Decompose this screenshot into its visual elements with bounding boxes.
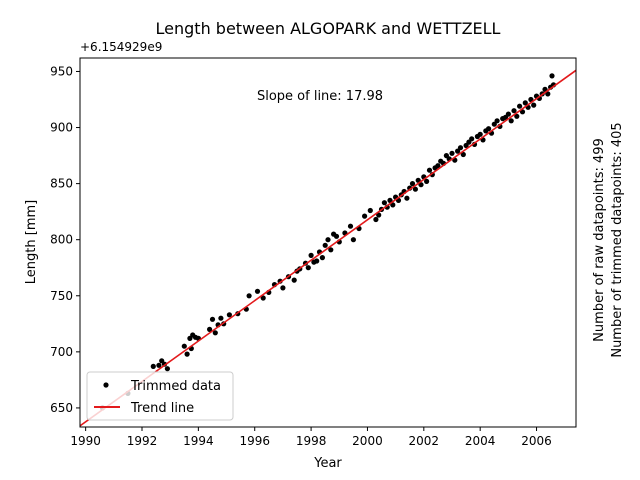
- chart-title: Length between ALGOPARK and WETTZELL: [156, 19, 501, 38]
- data-point: [156, 362, 162, 368]
- data-point: [426, 167, 433, 173]
- data-point: [477, 131, 483, 137]
- data-point: [505, 111, 511, 117]
- data-point: [333, 233, 340, 239]
- data-point: [424, 178, 430, 184]
- y-axis: 650 700 750 800 850 900 950: [50, 64, 80, 415]
- data-point: [387, 197, 393, 203]
- data-point: [455, 148, 461, 154]
- data-point: [305, 265, 311, 271]
- plot-frame: [79, 57, 577, 428]
- x-tick-label: 1998: [296, 434, 327, 448]
- data-point: [164, 366, 170, 372]
- data-point: [390, 202, 396, 208]
- data-point: [457, 145, 464, 151]
- y-tick-label: 650: [50, 401, 73, 415]
- x-tick-label: 2006: [521, 434, 552, 448]
- data-point: [418, 182, 424, 188]
- data-point: [404, 195, 410, 201]
- data-point: [350, 237, 356, 243]
- data-point: [218, 315, 224, 321]
- data-point: [514, 113, 520, 119]
- data-point: [209, 316, 216, 322]
- data-point: [325, 237, 331, 243]
- data-point: [469, 136, 475, 142]
- data-point: [449, 150, 455, 156]
- y-axis-label: Length [mm]: [24, 200, 39, 284]
- trend-line: [80, 69, 576, 427]
- data-point: [254, 288, 261, 294]
- y-tick-label: 850: [50, 177, 73, 191]
- legend-label-trend-line: Trend line: [130, 401, 194, 416]
- data-point: [347, 223, 354, 229]
- x-tick-label: 1996: [239, 434, 270, 448]
- data-point: [367, 207, 373, 214]
- data-point: [460, 151, 466, 158]
- data-point: [150, 363, 156, 369]
- data-point: [517, 103, 523, 109]
- data-point: [308, 252, 314, 258]
- data-point: [207, 326, 213, 332]
- data-point: [508, 118, 514, 124]
- y-tick-label: 800: [50, 233, 73, 247]
- data-point: [494, 118, 500, 124]
- y-tick-label: 950: [50, 64, 73, 78]
- data-point: [412, 186, 418, 192]
- x-axis-label: Year: [313, 456, 342, 471]
- data-point: [362, 213, 368, 219]
- x-axis: 1990 1992 1994 1996 1998 2000 2002 2004 2006: [70, 427, 552, 448]
- data-point: [531, 102, 537, 108]
- data-point: [322, 242, 328, 248]
- x-tick-label: 2002: [409, 434, 440, 448]
- data-point: [181, 343, 187, 349]
- data-point: [246, 293, 252, 299]
- data-point: [226, 312, 232, 318]
- data-point: [511, 108, 517, 114]
- data-point: [291, 277, 297, 283]
- plot-area: [80, 69, 576, 427]
- y-tick-label: 700: [50, 345, 73, 359]
- data-point: [184, 351, 190, 357]
- data-point: [280, 285, 286, 291]
- x-tick-label: 2000: [352, 434, 383, 448]
- data-point: [373, 216, 379, 223]
- data-point: [381, 200, 387, 206]
- data-point: [314, 258, 320, 264]
- slope-annotation: Slope of line: 17.98: [257, 89, 383, 104]
- data-point: [522, 100, 528, 106]
- x-tick-label: 1992: [127, 434, 158, 448]
- data-point: [435, 163, 441, 169]
- data-point: [328, 247, 334, 253]
- raw-datapoints-label: Number of raw datapoints: 499: [592, 138, 607, 342]
- y-tick-label: 750: [50, 289, 73, 303]
- data-point: [319, 255, 325, 261]
- legend: Trimmed data Trend line: [86, 371, 234, 421]
- legend-marker-trimmed-data: [103, 382, 109, 388]
- data-point: [545, 91, 551, 97]
- legend-label-trimmed-data: Trimmed data: [130, 379, 221, 394]
- data-point: [376, 212, 382, 218]
- trimmed-datapoints-label: Number of trimmed datapoints: 405: [610, 122, 625, 357]
- data-point: [549, 73, 555, 79]
- x-tick-label: 1990: [70, 434, 101, 448]
- data-point: [212, 330, 218, 336]
- y-tick-label: 900: [50, 121, 73, 135]
- x-tick-label: 2004: [465, 434, 496, 448]
- data-point: [260, 295, 266, 301]
- x-tick-label: 1994: [183, 434, 214, 448]
- y-offset-label: +6.154929e9: [80, 40, 162, 54]
- data-point: [486, 126, 492, 132]
- data-point: [409, 181, 416, 187]
- legend-box: [86, 371, 234, 421]
